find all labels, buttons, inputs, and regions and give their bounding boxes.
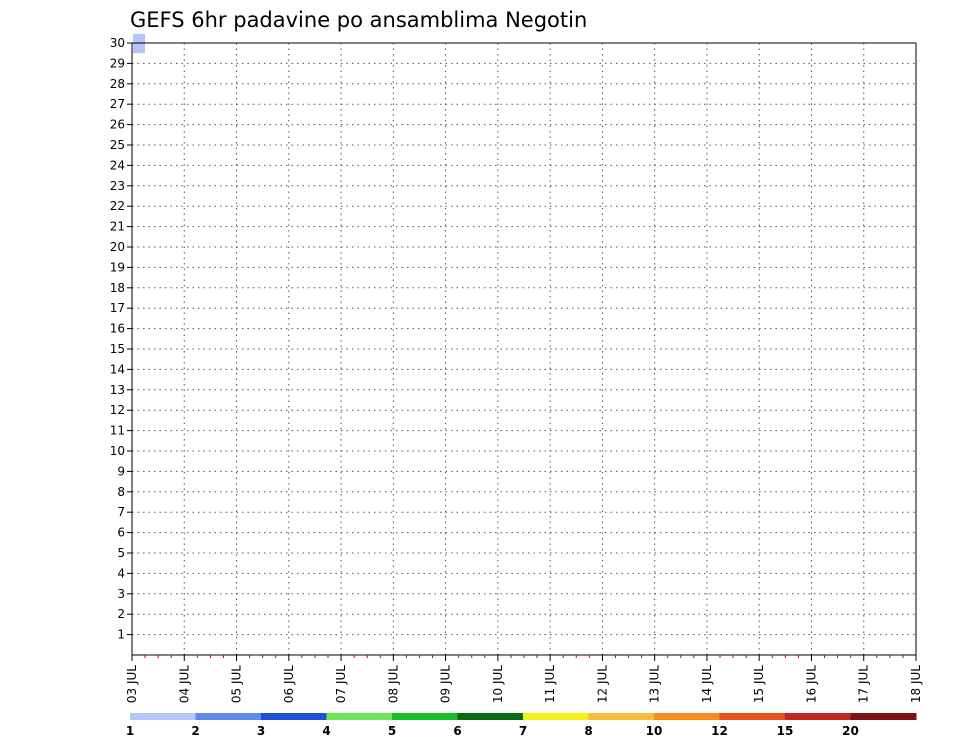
x-axis: 03 JUL 04 JUL 05 JUL 06 JUL 07 JUL 08 JUL 09 J… <box>125 655 923 703</box>
chart-title: GEFS 6hr padavine po ansamblima Negotin <box>130 8 587 32</box>
y-tick-label: 21 <box>110 220 125 234</box>
colorbar-segment <box>654 713 720 720</box>
y-tick-label: 24 <box>110 158 125 172</box>
y-tick-label: 10 <box>110 444 125 458</box>
y-tick-label: 30 <box>110 36 125 50</box>
colorbar-segment <box>719 713 786 720</box>
x-tick-label: 13 JUL <box>648 665 662 703</box>
x-tick-label: 11 JUL <box>543 665 557 703</box>
y-tick-label: 27 <box>110 97 125 111</box>
colorbar-label: 6 <box>453 724 461 738</box>
x-tick-label: 18 JUL <box>909 665 923 703</box>
x-tick-label: 05 JUL <box>230 665 244 703</box>
y-tick-label: 3 <box>117 587 125 601</box>
y-tick-label: 18 <box>110 281 125 295</box>
colorbar-segment <box>523 713 589 720</box>
y-tick-label: 14 <box>110 362 125 376</box>
x-tick-label: 10 JUL <box>491 665 505 703</box>
y-tick-label: 22 <box>110 199 125 213</box>
y-tick-label: 12 <box>110 403 125 417</box>
colorbar-label: 7 <box>519 724 527 738</box>
colorbar-label: 2 <box>191 724 199 738</box>
y-tick-label: 20 <box>110 240 125 254</box>
y-tick-label: 8 <box>117 485 125 499</box>
colorbar-label: 1 <box>126 724 134 738</box>
y-tick-label: 16 <box>110 322 125 336</box>
y-tick-label: 25 <box>110 138 125 152</box>
y-tick-label: 7 <box>117 505 125 519</box>
y-tick-label: 29 <box>110 56 125 70</box>
colorbar-label: 8 <box>584 724 592 738</box>
y-tick-label: 15 <box>110 342 125 356</box>
colorbar-segment <box>130 713 196 720</box>
y-tick-label: 5 <box>117 546 125 560</box>
colorbar-label: 12 <box>711 724 728 738</box>
y-tick-label: 9 <box>117 464 125 478</box>
y-tick-label: 23 <box>110 179 125 193</box>
colorbar-segment <box>588 713 655 720</box>
y-tick-label: 6 <box>117 526 125 540</box>
y-tick-label: 19 <box>110 260 125 274</box>
x-tick-label: 07 JUL <box>334 665 348 703</box>
colorbar-segment <box>457 713 524 720</box>
colorbar-label: 3 <box>257 724 265 738</box>
colorbar-segment <box>326 713 393 720</box>
grid-lines <box>132 42 916 655</box>
y-axis: 1234567891011121314151617181920212223242… <box>110 36 132 642</box>
y-tick-label: 28 <box>110 77 125 91</box>
colorbar-segment <box>195 713 262 720</box>
x-tick-label: 06 JUL <box>282 665 296 703</box>
colorbar-label: 10 <box>646 724 663 738</box>
x-tick-label: 14 JUL <box>700 665 714 703</box>
colorbar: 1 2 3 4 5 6 7 8 10 12 15 20 <box>126 713 917 738</box>
x-tick-label: 12 JUL <box>595 665 609 703</box>
y-tick-label: 13 <box>110 383 125 397</box>
colorbar-segment <box>785 713 851 720</box>
x-tick-label: 08 JUL <box>386 665 400 703</box>
x-tick-label: 17 JUL <box>857 665 871 703</box>
x-tick-label: 04 JUL <box>177 665 191 703</box>
x-tick-label: 15 JUL <box>752 665 766 703</box>
y-tick-label: 2 <box>117 607 125 621</box>
x-tick-label: 03 JUL <box>125 665 139 703</box>
y-tick-label: 26 <box>110 118 125 132</box>
y-tick-label: 4 <box>117 566 125 580</box>
colorbar-segment <box>392 713 458 720</box>
colorbar-label: 20 <box>842 724 859 738</box>
colorbar-segment <box>261 713 327 720</box>
colorbar-segment <box>850 713 917 720</box>
y-tick-label: 1 <box>117 628 125 642</box>
x-tick-label: 16 JUL <box>804 665 818 703</box>
y-tick-label: 11 <box>110 424 125 438</box>
x-tick-label: 09 JUL <box>439 665 453 703</box>
colorbar-label: 4 <box>322 724 330 738</box>
colorbar-label: 5 <box>388 724 396 738</box>
y-tick-label: 17 <box>110 301 125 315</box>
colorbar-label: 15 <box>777 724 794 738</box>
